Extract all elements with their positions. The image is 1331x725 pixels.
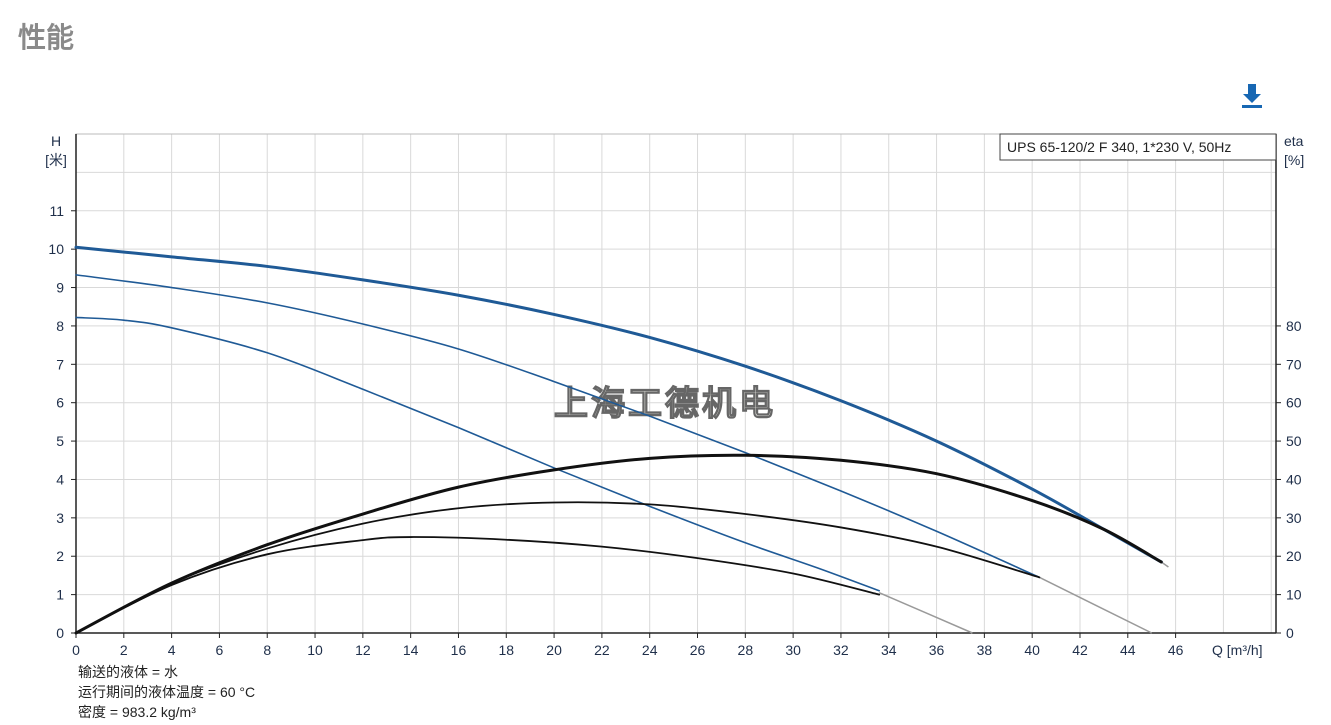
y-right-tick-label: 0 [1286,625,1294,641]
legend-text: UPS 65-120/2 F 340, 1*230 V, 50Hz [1007,139,1231,155]
download-icon [1242,84,1262,108]
head-curve-0 [74,245,1163,564]
x-tick-label: 34 [881,642,897,658]
x-tick-label: 26 [690,642,706,658]
head-curve-1 [75,274,1041,579]
x-tick-label: 28 [738,642,754,658]
x-tick-label: 46 [1168,642,1184,658]
head-curve-2 [75,316,880,592]
efficiency-curve-5 [75,536,881,634]
y-right-tick-label: 60 [1286,395,1302,411]
x-tick-label: 8 [263,642,271,658]
watermark: 上海工德机电 [554,385,776,423]
efficiency-curve-3 [74,453,1163,635]
note-fluid: 输送的液体 = 水 [78,664,178,680]
x-axis-label: Q [m³/h] [1212,642,1263,658]
y-left-tick-label: 9 [56,280,64,296]
y-left-tick-label: 3 [56,510,64,526]
download-button[interactable] [1240,82,1264,110]
y-left-tick-label: 8 [56,318,64,334]
y-right-label: eta [1284,133,1304,149]
x-tick-label: 32 [833,642,849,658]
y-left-tick-label: 0 [56,625,64,641]
x-tick-label: 4 [168,642,176,658]
efficiency-curve-4 [75,501,1041,634]
x-tick-label: 18 [498,642,514,658]
plot-frame [75,133,1277,634]
x-tick-label: 36 [929,642,945,658]
x-tick-label: 14 [403,642,419,658]
x-tick-label: 2 [120,642,128,658]
x-tick-label: 10 [307,642,323,658]
x-tick-label: 6 [216,642,224,658]
extension-line-2 [878,592,973,634]
legend-box [999,133,1277,161]
y-left-tick-label: 6 [56,395,64,411]
y-right-tick-label: 10 [1286,587,1302,603]
x-tick-label: 20 [546,642,562,658]
y-right-tick-label: 30 [1286,510,1302,526]
x-tick-label: 0 [72,642,80,658]
y-left-tick-label: 7 [56,356,64,372]
y-right-tick-label: 70 [1286,356,1302,372]
x-tick-label: 16 [451,642,467,658]
x-tick-label: 24 [642,642,658,658]
y-left-unit: [米] [45,152,67,168]
extension-line-1 [1039,576,1153,634]
x-tick-label: 42 [1072,642,1088,658]
y-right-tick-label: 40 [1286,471,1302,487]
x-tick-label: 12 [355,642,371,658]
x-tick-label: 44 [1120,642,1136,658]
x-tick-label: 40 [1024,642,1040,658]
y-left-tick-label: 11 [49,203,64,219]
note-density: 密度 = 983.2 kg/m³ [78,704,196,720]
y-left-tick-label: 1 [56,587,64,603]
y-right-unit: [%] [1284,152,1304,168]
x-tick-label: 30 [785,642,801,658]
fluid-notes: 输送的液体 = 水 运行期间的液体温度 = 60 °C 密度 = 983.2 k… [78,662,255,722]
y-left-label: H [51,133,61,149]
x-tick-label: 22 [594,642,610,658]
y-right-tick-label: 50 [1286,433,1302,449]
page-title: 性能 [18,22,75,53]
y-right-tick-label: 80 [1286,318,1302,334]
y-left-tick-label: 2 [56,548,64,564]
y-left-tick-label: 4 [56,471,64,487]
x-tick-label: 38 [977,642,993,658]
y-left-tick-label: 5 [56,433,64,449]
note-temperature: 运行期间的液体温度 = 60 °C [78,684,256,700]
y-left-tick-label: 10 [48,241,64,257]
y-right-tick-label: 20 [1286,548,1302,564]
